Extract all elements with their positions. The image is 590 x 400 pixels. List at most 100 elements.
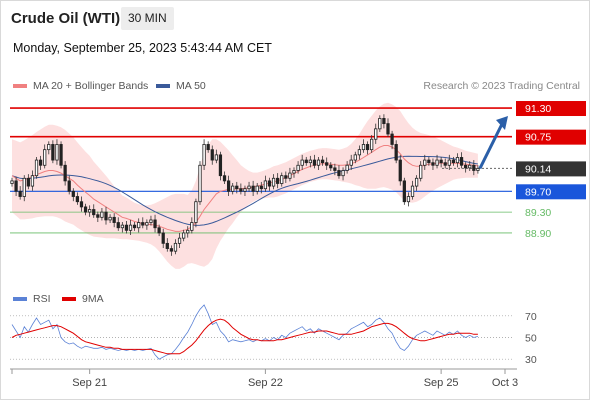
candle-body xyxy=(271,177,276,187)
candle xyxy=(267,177,272,191)
candle xyxy=(182,229,186,242)
candle xyxy=(255,182,259,195)
candle-body xyxy=(468,164,472,169)
candle-body xyxy=(406,196,411,203)
candle xyxy=(30,170,35,191)
candle xyxy=(104,206,108,225)
candle-body xyxy=(30,175,35,187)
candle-body xyxy=(251,185,255,192)
candle-body xyxy=(194,201,198,223)
datetime-label: Monday, September 25, 2023 5:43:44 AM CE… xyxy=(13,41,272,55)
candle-body xyxy=(386,123,390,135)
candle xyxy=(349,154,353,170)
candle-body xyxy=(173,242,178,252)
legend-ma-bb-label: MA 20 + Bollinger Bands xyxy=(33,80,149,92)
candle xyxy=(374,123,378,144)
level-tag-89.30: 89.30 xyxy=(525,207,551,219)
candle-body xyxy=(92,209,96,216)
candle-body xyxy=(476,167,480,171)
candle xyxy=(296,161,300,174)
candle-body xyxy=(349,159,353,166)
candle xyxy=(345,161,349,174)
candle xyxy=(214,149,218,164)
candle-body xyxy=(198,164,202,203)
rsi-tick-label: 30 xyxy=(525,354,537,366)
level-tag-box xyxy=(516,129,586,145)
candle-body xyxy=(202,144,206,166)
candle xyxy=(398,154,402,186)
candle-body xyxy=(124,224,129,231)
candle-body xyxy=(43,149,47,166)
legend-ma50-label: MA 50 xyxy=(176,80,206,92)
candle-body xyxy=(149,219,153,223)
candle xyxy=(128,219,133,236)
candle-body xyxy=(222,175,227,182)
candle xyxy=(161,228,165,249)
candle xyxy=(59,141,63,169)
timeframe-button[interactable]: 30 MIN xyxy=(121,7,174,30)
candle xyxy=(186,226,190,238)
candle xyxy=(26,174,30,190)
candle-body xyxy=(96,214,100,218)
candle-body xyxy=(153,219,157,229)
candle-body xyxy=(83,206,88,213)
candle xyxy=(141,217,145,229)
rsi-tick-label: 50 xyxy=(525,333,537,345)
candle xyxy=(132,222,137,231)
candle-body xyxy=(38,159,43,166)
candle xyxy=(96,211,100,223)
candle-body xyxy=(231,185,235,192)
legend-rsi-label: RSI xyxy=(33,293,51,305)
candle-body xyxy=(141,222,145,226)
candle-body xyxy=(128,224,133,231)
candle-body xyxy=(67,180,71,192)
candle-body xyxy=(218,154,223,177)
candle xyxy=(280,172,284,187)
candle xyxy=(18,186,22,200)
candle xyxy=(304,156,308,166)
candle-body xyxy=(288,172,292,179)
candle-body xyxy=(333,167,337,171)
level-tag-88.90: 88.90 xyxy=(525,228,551,240)
candle-body xyxy=(341,170,345,177)
candle xyxy=(410,180,415,200)
candle xyxy=(464,162,468,173)
candle xyxy=(329,162,333,171)
candle xyxy=(218,151,223,181)
candle-body xyxy=(235,185,239,190)
candle xyxy=(83,203,88,216)
candle-body xyxy=(410,185,415,197)
projection-arrow-head xyxy=(496,116,508,131)
candle xyxy=(173,239,178,255)
candle-body xyxy=(34,159,39,177)
candle xyxy=(382,114,386,129)
candle xyxy=(226,175,231,196)
candle xyxy=(361,139,366,153)
candle xyxy=(476,165,480,174)
x-tick-label: Sep 22 xyxy=(248,377,283,389)
candle-body xyxy=(71,190,75,197)
legend-9ma-label: 9MA xyxy=(82,293,104,305)
legend-rsi: RSI xyxy=(13,293,51,305)
candle xyxy=(259,181,263,194)
candle-body xyxy=(472,164,476,171)
candle-body xyxy=(186,229,190,234)
candle xyxy=(43,144,47,169)
candle-body xyxy=(132,224,137,229)
level-tag-box xyxy=(516,184,586,200)
candle xyxy=(472,160,476,176)
candle-body xyxy=(329,164,333,169)
candle xyxy=(447,154,451,170)
candle-body xyxy=(26,177,30,187)
candle xyxy=(341,167,345,181)
candle-body xyxy=(439,159,443,164)
candle-body xyxy=(182,232,186,239)
candle-body xyxy=(357,149,362,156)
candle-body xyxy=(169,248,174,252)
candle xyxy=(149,215,153,226)
candle xyxy=(210,145,214,165)
candle xyxy=(414,175,419,191)
candle-body xyxy=(88,209,92,213)
candle xyxy=(276,173,280,189)
